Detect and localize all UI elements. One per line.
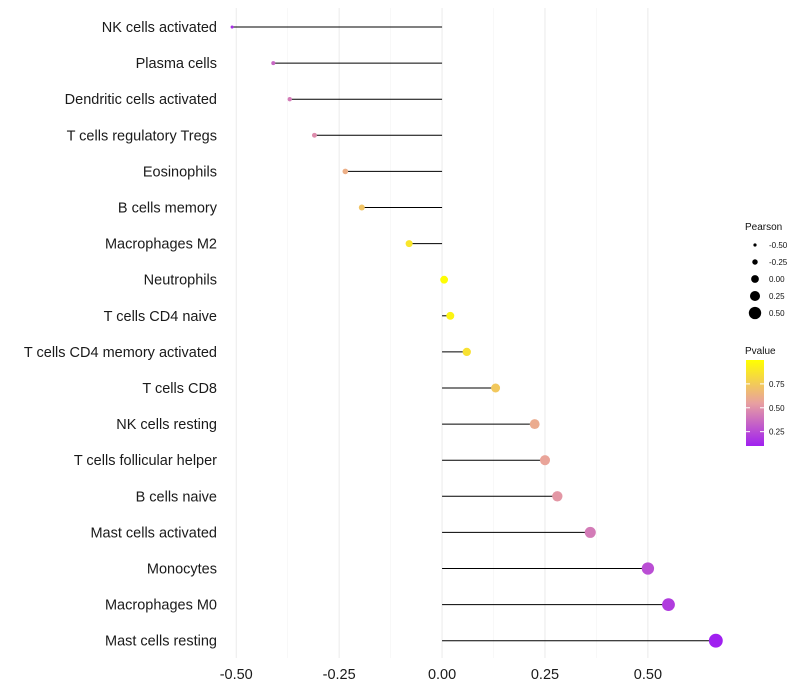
category-label: Plasma cells (136, 56, 217, 72)
pearson-legend-title: Pearson (745, 222, 782, 233)
category-label: Neutrophils (144, 273, 217, 289)
data-point (358, 204, 365, 211)
pearson-legend: Pearson -0.50 -0.25 0.00 0.25 0.50 (745, 222, 788, 320)
x-tick-label: 0.50 (634, 667, 662, 683)
category-label: Eosinophils (143, 164, 217, 180)
category-labels: NK cells activated Plasma cells Dendritic … (24, 20, 218, 650)
data-point (440, 275, 449, 284)
size-legend-label: 0.25 (769, 292, 785, 301)
data-point (529, 419, 540, 430)
size-legend-key (751, 275, 759, 283)
data-point (584, 526, 596, 538)
x-tick-label: -0.50 (220, 667, 253, 683)
data-point (552, 491, 563, 502)
pvalue-legend-title: Pvalue (745, 346, 776, 357)
category-label: NK cells resting (116, 417, 217, 433)
grid (235, 8, 649, 658)
color-legend-label: 0.25 (769, 428, 785, 437)
category-label: T cells follicular helper (74, 453, 217, 469)
points (230, 25, 723, 648)
size-legend-key (749, 290, 761, 302)
size-legend-key (753, 243, 757, 247)
category-label: Macrophages M0 (105, 598, 217, 614)
size-legend-label: -0.50 (769, 241, 788, 250)
data-point (708, 633, 723, 648)
color-legend-label: 0.50 (769, 404, 785, 413)
category-label: T cells CD4 naive (104, 309, 217, 325)
category-label: Macrophages M2 (105, 237, 217, 253)
data-point (462, 347, 471, 357)
size-legend-label: 0.00 (769, 275, 785, 284)
data-point (539, 455, 551, 466)
category-label: T cells CD8 (142, 381, 217, 397)
stems (232, 26, 716, 642)
category-label: Dendritic cells activated (65, 92, 217, 108)
size-legend-key (752, 259, 758, 265)
category-label: Monocytes (147, 562, 217, 578)
size-legend-label: -0.25 (769, 258, 788, 267)
data-point (230, 25, 234, 29)
category-label: T cells CD4 memory activated (24, 345, 217, 361)
category-label: T cells regulatory Tregs (67, 128, 217, 144)
data-point (287, 97, 292, 102)
pvalue-colorbar (746, 360, 764, 446)
data-point (641, 562, 655, 575)
category-label: B cells naive (136, 489, 217, 505)
category-label: Mast cells resting (105, 634, 217, 650)
pvalue-legend: Pvalue 0.25 0.50 0.75 (745, 346, 785, 446)
size-legend-label: 0.50 (769, 309, 785, 318)
color-legend-label: 0.75 (769, 380, 785, 389)
x-tick-label: 0.25 (531, 667, 559, 683)
category-label: B cells memory (118, 201, 218, 217)
data-point (271, 61, 276, 66)
size-legend-key (748, 306, 762, 320)
data-point (405, 240, 413, 248)
x-tick-label: -0.25 (323, 667, 356, 683)
data-point (491, 383, 501, 393)
data-point (446, 311, 455, 320)
x-tick-labels: -0.50 -0.25 0.00 0.25 0.50 (220, 667, 662, 683)
x-tick-label: 0.00 (428, 667, 456, 683)
category-label: Mast cells activated (90, 525, 217, 541)
category-label: NK cells activated (102, 20, 217, 36)
data-point (662, 598, 675, 612)
data-point (311, 132, 317, 138)
data-point (342, 168, 349, 175)
